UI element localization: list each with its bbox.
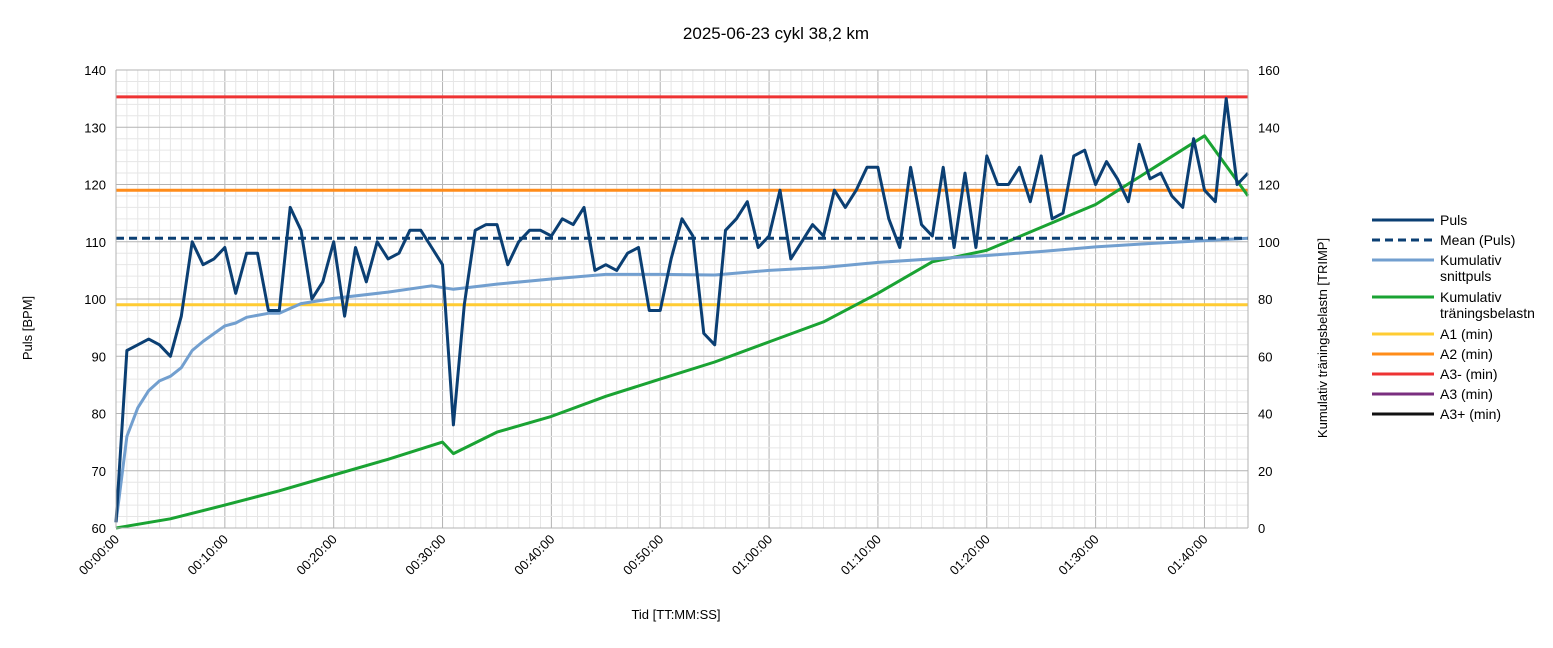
y2-tick-label: 140 [1258,120,1280,135]
y-tick-label: 110 [85,235,106,250]
y-tick-label: 60 [92,521,106,536]
legend-label-a3-min: A3- (min) [1440,366,1498,382]
y2-tick-label: 80 [1258,292,1272,307]
x-tick-label: 01:00:00 [729,532,775,578]
y-axis-label: Puls [BPM] [20,296,35,360]
x-axis-label: Tid [TT:MM:SS] [631,607,720,622]
y-tick-label: 120 [84,178,106,193]
legend-label-kumulativ-träningsbelastn: Kumulativ träningsbelastn [1440,289,1535,321]
y-tick-label: 140 [84,63,106,78]
chart-title: 2025-06-23 cykl 38,2 km [683,24,869,43]
series-line-puls [114,97,1250,523]
legend-label-kumulativ-snittpuls: Kumulativ snittpuls [1440,252,1501,284]
y2-tick-label: 0 [1258,521,1265,536]
legend-label-a2-min: A2 (min) [1440,346,1493,362]
y-tick-label: 90 [92,349,106,364]
y2-tick-label: 40 [1258,407,1272,422]
legend-label-a3-min: A3 (min) [1440,386,1493,402]
y-tick-label: 80 [92,407,106,422]
y2-tick-label: 20 [1258,464,1272,479]
legend-label-a1-min: A1 (min) [1440,326,1493,342]
x-tick-label: 01:20:00 [946,532,992,578]
y-tick-label: 130 [84,120,106,135]
x-tick-label: 01:30:00 [1055,532,1101,578]
legend: Puls Mean (Puls) Kumulativ snittpuls Kumulat… [1372,212,1535,422]
series-line-kumulativ-snittpuls [114,236,1249,523]
legend-label-a3-min: A3+ (min) [1440,406,1501,422]
y2-tick-label: 160 [1258,63,1280,78]
x-tick-label: 00:10:00 [185,532,231,578]
y2-axis-label: Kumulativ träningsbelastn [TRIMP] [1315,238,1330,438]
tick-labels: 60 70 80 90 100 110 120 130 140 0 20 40 60 80 100 120 14… [76,63,1280,578]
x-tick-label: 00:20:00 [293,532,339,578]
x-tick-label: 00:50:00 [620,532,666,578]
x-tick-label: 01:10:00 [838,532,884,578]
y2-tick-label: 60 [1258,349,1272,364]
y2-tick-label: 120 [1258,178,1280,193]
x-tick-label: 00:30:00 [402,532,448,578]
x-tick-label: 00:00:00 [76,532,122,578]
x-tick-label: 00:40:00 [511,532,557,578]
axes [115,70,1249,529]
y2-tick-label: 100 [1258,235,1280,250]
series-line-kumulativ-träningsbelastn [115,134,1250,530]
legend-label-puls: Puls [1440,212,1467,228]
y-tick-label: 100 [84,292,106,307]
grid [115,69,1249,529]
x-tick-label: 01:40:00 [1164,532,1210,578]
y-tick-label: 70 [92,464,106,479]
legend-label-mean-puls: Mean (Puls) [1440,232,1515,248]
series-layer [114,95,1250,530]
